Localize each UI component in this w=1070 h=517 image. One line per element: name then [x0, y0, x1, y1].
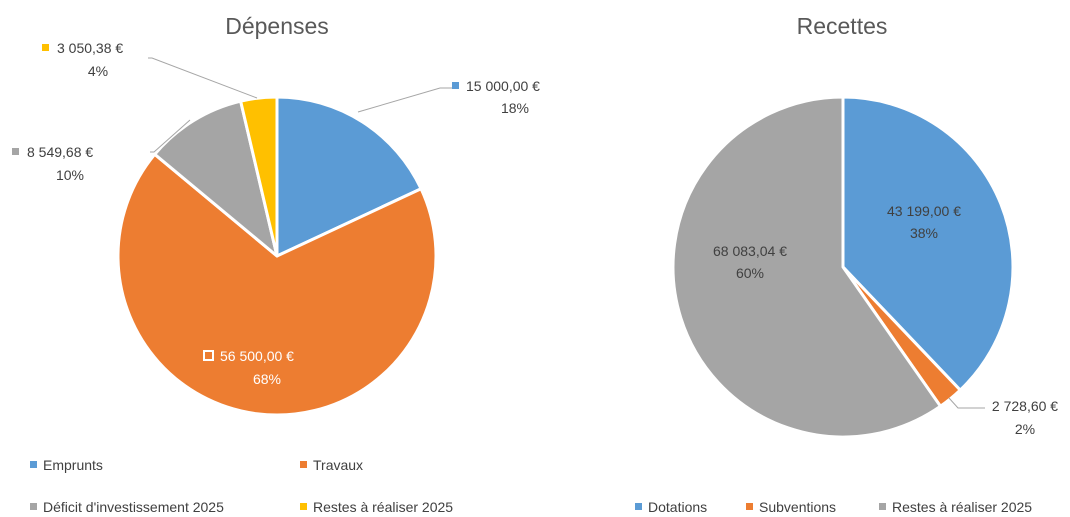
legend-restes-swatch: [300, 503, 307, 510]
legend-restes-recettes-swatch: [879, 503, 886, 510]
label-emprunts-swatch: [452, 82, 459, 89]
pie-slice-restes-a-realiser-2025: [671, 95, 942, 439]
label-restes-value: 3 050,38 €: [57, 40, 123, 56]
recettes-pie: [671, 95, 1015, 439]
depenses-chart: Dépenses 15 000,00 € 18% 56 500,00 € 68%…: [12, 13, 540, 515]
label-deficit-swatch: [12, 148, 19, 155]
depenses-legend: Emprunts Travaux Déficit d'investissemen…: [30, 457, 453, 515]
recettes-chart: Recettes 43 199,00 € 38% 2 728,60 € 2% 6…: [635, 13, 1058, 515]
label-dotations-value: 43 199,00 €: [887, 203, 961, 219]
label-deficit: 8 549,68 € 10%: [12, 144, 93, 183]
label-restes-recettes: 68 083,04 € 60%: [713, 243, 787, 281]
label-restes-recettes-value: 68 083,04 €: [713, 243, 787, 259]
label-emprunts-percent: 18%: [501, 100, 529, 116]
label-subventions: 2 728,60 € 2%: [992, 398, 1058, 437]
label-restes-swatch: [42, 44, 49, 51]
legend-travaux-swatch: [300, 461, 307, 468]
legend-emprunts-swatch: [30, 461, 37, 468]
pie-slice-emprunts: [275, 95, 423, 258]
label-restes-recettes-percent: 60%: [736, 265, 764, 281]
label-deficit-value: 8 549,68 €: [27, 144, 93, 160]
legend-deficit: Déficit d'investissement 2025: [43, 499, 224, 515]
recettes-title: Recettes: [797, 13, 888, 39]
legend-deficit-swatch: [30, 503, 37, 510]
legend-subventions-swatch: [746, 503, 753, 510]
deficit-leader-line: [150, 119, 191, 153]
depenses-title: Dépenses: [225, 13, 329, 39]
pie-slice-travaux: [116, 152, 438, 417]
recettes-legend: Dotations Subventions Restes à réaliser …: [635, 499, 1032, 515]
label-subventions-percent: 2%: [1015, 421, 1035, 437]
label-dotations: 43 199,00 € 38%: [887, 203, 961, 241]
legend-travaux: Travaux: [313, 457, 363, 473]
pie-slice-dotations: [841, 95, 1015, 392]
legend-dotations-swatch: [635, 503, 642, 510]
label-restes-depenses: 3 050,38 € 4%: [42, 40, 123, 79]
legend-dotations: Dotations: [648, 499, 707, 515]
label-dotations-percent: 38%: [910, 225, 938, 241]
label-travaux-value: 56 500,00 €: [220, 348, 294, 364]
depenses-pie: [116, 95, 438, 417]
restes-leader-line: [148, 57, 258, 99]
emprunts-leader-line: [357, 87, 452, 113]
label-restes-percent: 4%: [88, 63, 108, 79]
label-travaux-percent: 68%: [253, 371, 281, 387]
label-emprunts: 15 000,00 € 18%: [452, 78, 540, 116]
label-emprunts-value: 15 000,00 €: [466, 78, 540, 94]
label-deficit-percent: 10%: [56, 167, 84, 183]
pie-slice-deficit-d-investissement-2025: [153, 99, 279, 258]
label-subventions-value: 2 728,60 €: [992, 398, 1058, 414]
legend-subventions: Subventions: [759, 499, 836, 515]
label-travaux-swatch: [203, 350, 214, 361]
legend-restes: Restes à réaliser 2025: [313, 499, 453, 515]
label-travaux: 56 500,00 € 68%: [203, 348, 294, 387]
pie-slice-restes-a-realiser-2025: [239, 95, 279, 258]
subventions-leader-line: [948, 397, 985, 409]
legend-emprunts: Emprunts: [43, 457, 103, 473]
legend-restes-recettes: Restes à réaliser 2025: [892, 499, 1032, 515]
